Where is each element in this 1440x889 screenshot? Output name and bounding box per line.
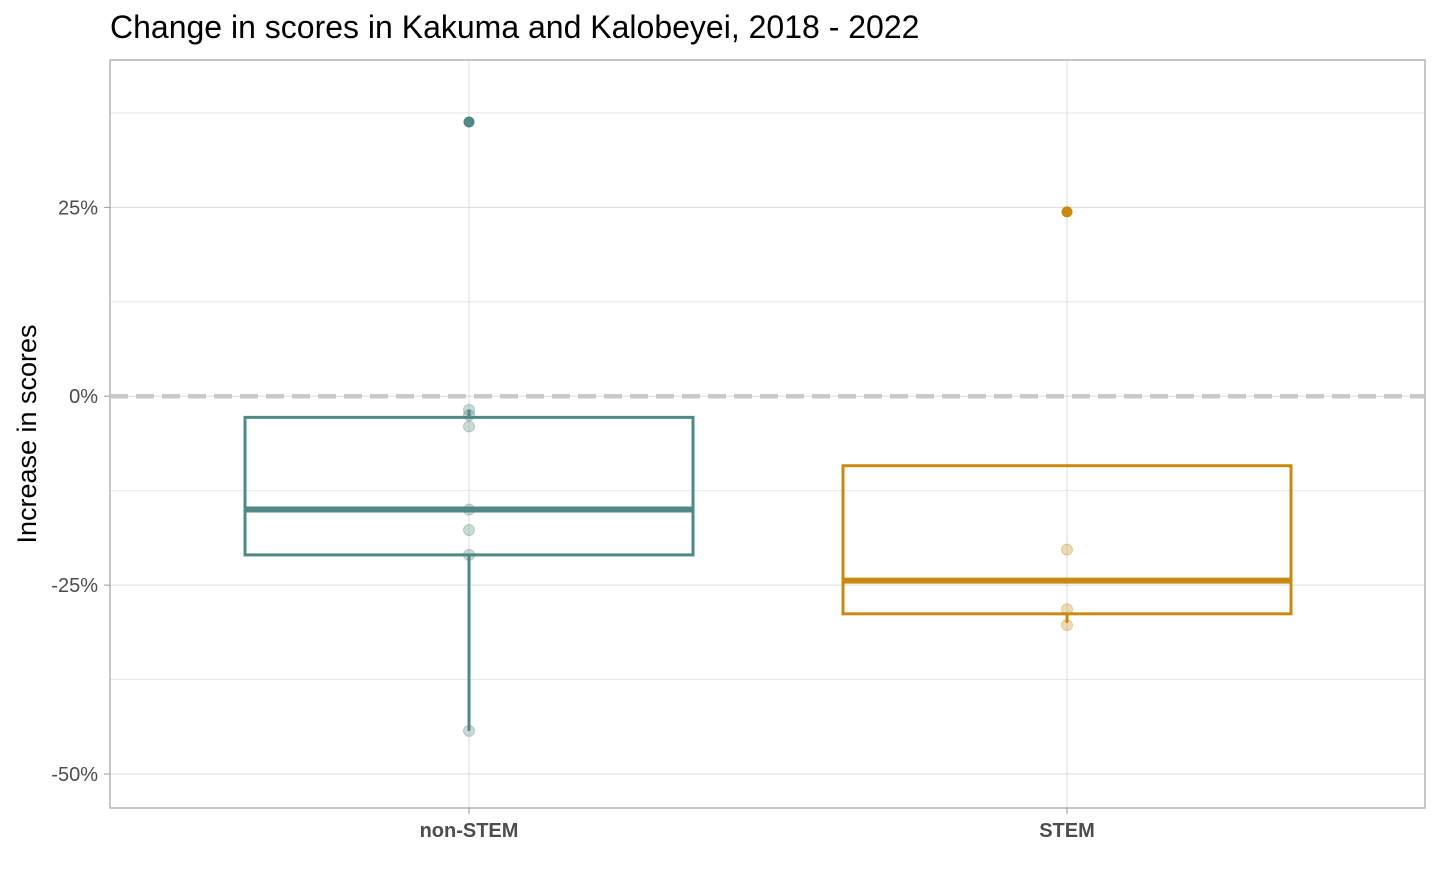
data-point <box>1061 543 1073 556</box>
data-point <box>463 548 475 561</box>
y-axis-title: Increase in scores <box>12 324 42 543</box>
panel-border <box>109 59 1426 809</box>
outlier-point <box>463 116 475 128</box>
data-point <box>1061 603 1073 616</box>
box-iqr <box>243 415 695 557</box>
data-point <box>463 409 475 422</box>
data-point <box>463 523 475 536</box>
data-point <box>463 724 475 737</box>
data-point <box>463 420 475 433</box>
y-tick-label: 25% <box>58 197 98 219</box>
y-tick-label: -50% <box>51 764 98 786</box>
y-tick-label: 0% <box>69 386 98 408</box>
outlier-point <box>1061 206 1073 218</box>
x-tick-label: STEM <box>1039 820 1095 842</box>
data-point <box>463 503 475 516</box>
data-point <box>1061 619 1073 632</box>
box-iqr <box>841 464 1293 616</box>
plot-area: 25% 0% -25% -50% non-STEM STEM <box>51 59 1426 842</box>
x-tick-label: non-STEM <box>420 820 519 842</box>
chart-title: Change in scores in Kakuma and Kalobeyei… <box>110 9 919 45</box>
y-tick-label: -25% <box>51 575 98 597</box>
data-point <box>463 403 475 416</box>
